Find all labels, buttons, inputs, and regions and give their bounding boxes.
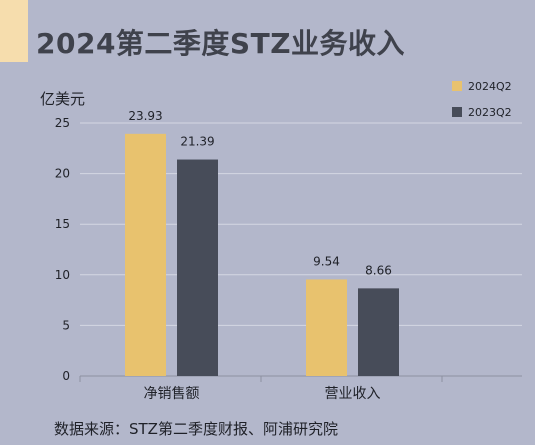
bar-2023Q2-1 xyxy=(358,288,399,376)
x-category-label-1: 营业收入 xyxy=(325,386,381,402)
y-tick-label-25: 25 xyxy=(55,116,70,130)
bar-2024Q2-0 xyxy=(125,133,166,376)
data-label-2023Q2-1: 8.66 xyxy=(365,263,392,277)
data-label-2023Q2-0: 21.39 xyxy=(180,135,214,149)
bar-2024Q2-1 xyxy=(306,279,347,376)
y-tick-label-5: 5 xyxy=(62,318,70,332)
data-label-2024Q2-0: 23.93 xyxy=(128,109,162,123)
legend-item-2024q2: 2024Q2 xyxy=(452,76,512,96)
y-axis-unit-label: 亿美元 xyxy=(40,90,86,108)
y-tick-label-20: 20 xyxy=(55,167,70,181)
x-category-label-0: 净销售额 xyxy=(144,386,200,402)
legend-label-2023q2: 2023Q2 xyxy=(468,105,512,119)
y-tick-label-15: 15 xyxy=(55,217,70,231)
legend-swatch-2023q2 xyxy=(452,107,462,117)
chart-legend: 2024Q2 2023Q2 xyxy=(452,76,512,128)
bar-2023Q2-0 xyxy=(177,159,218,376)
title-accent-bar xyxy=(0,0,28,62)
y-tick-label-0: 0 xyxy=(62,369,70,383)
page-title: 2024第二季度STZ业务收入 xyxy=(36,27,405,60)
data-source-note: 数据来源：STZ第二季度财报、阿浦研究院 xyxy=(54,420,338,438)
legend-label-2024q2: 2024Q2 xyxy=(468,79,512,93)
legend-swatch-2024q2 xyxy=(452,81,462,91)
y-tick-label-10: 10 xyxy=(55,268,70,282)
data-label-2024Q2-1: 9.54 xyxy=(313,254,340,268)
legend-item-2023q2: 2023Q2 xyxy=(452,102,512,122)
